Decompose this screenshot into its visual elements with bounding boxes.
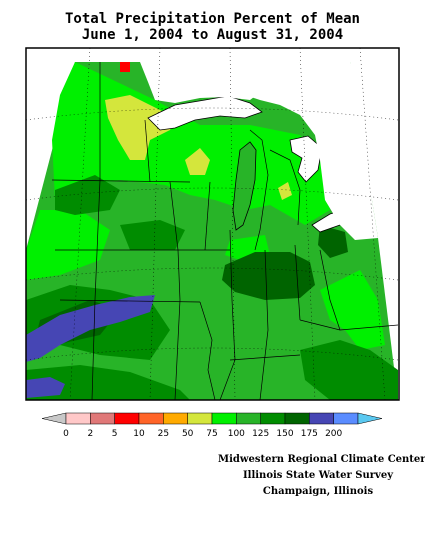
zone-75-southwest [26,210,110,280]
lake-michigan [232,141,257,231]
zone-50-mi [278,182,292,200]
credit-line-2: Illinois State Water Survey [242,470,394,481]
legend-arrow-low [41,412,67,425]
credit-line-1: Midwestern Regional Climate Center [218,454,425,465]
legend-tick-label: 125 [252,429,269,439]
legend-tick-label: 5 [112,429,118,439]
lake-huron [289,135,323,183]
legend-swatch [309,412,334,425]
zone-125-se [300,340,398,400]
state-boundaries [51,62,399,400]
legend-swatch [284,412,310,425]
zone-175-kansas [26,295,155,362]
canada-region-east [235,62,378,240]
zone-5-spot [120,62,130,72]
legend-swatch [138,412,164,425]
legend-tick-label: 0 [63,429,69,439]
zone-75-southeast [320,270,385,350]
legend-tick-label: 25 [158,429,169,439]
legend-tick-label: 50 [182,429,194,439]
legend-tick-label: 2 [87,429,93,439]
legend-tick-label: 75 [206,429,217,439]
zone-175-corner [26,377,65,398]
canada-region-north [140,62,300,103]
legend-swatch [333,412,359,425]
zone-125-west [55,175,120,215]
legend-swatch [114,412,140,425]
zone-50-north [105,95,175,160]
legend-swatch [187,412,213,425]
legend-tick-label: 150 [276,429,293,439]
legend-tick-label: 175 [301,429,318,439]
map-frame [25,47,400,401]
legend-tick-label: 10 [133,429,145,439]
legend-swatch [236,412,261,425]
zone-125-sw [26,365,190,400]
legend-swatch [90,412,115,425]
graticule [26,48,399,400]
map-area [26,48,399,400]
zone-150-indiana [222,252,315,300]
legend-swatch [163,412,188,425]
legend: 0 2 5 10 25 50 75 100 125 150 175 200 [41,412,383,439]
legend-tick-label: 100 [228,429,245,439]
legend-tick-label: 200 [325,429,342,439]
zone-150-ohio [318,225,348,258]
legend-swatch [65,412,91,425]
credit-line-3: Champaign, Illinois [262,486,374,497]
legend-swatch [211,412,237,425]
zone-50-central [185,148,210,175]
map-title-line-1: Total Precipitation Percent of Mean [64,11,360,27]
legend-arrow-high [357,412,383,425]
lake-superior [147,95,263,131]
zone-125-central [120,220,185,250]
map-title-line-2: June 1, 2004 to August 31, 2004 [81,27,344,43]
legend-swatch [260,412,286,425]
